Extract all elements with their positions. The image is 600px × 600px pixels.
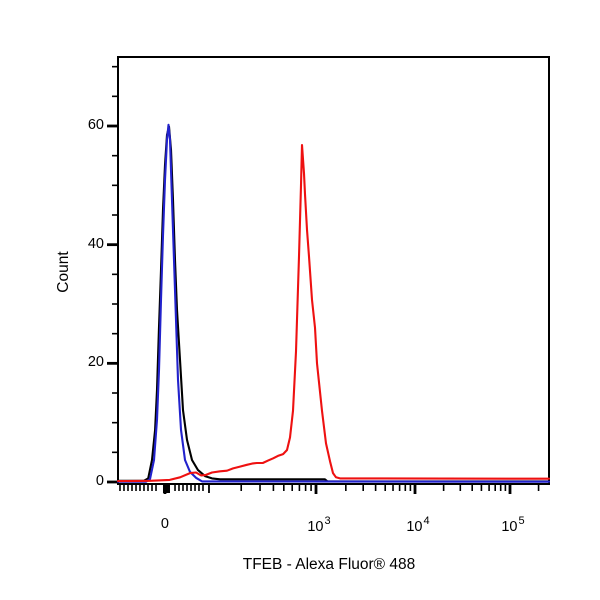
plot-frame [117, 56, 550, 485]
series-tfeb-stained [116, 143, 551, 483]
x-zero-tick-block [162, 485, 170, 493]
series-secondary-only-control [116, 125, 551, 483]
series-isotype-control [116, 123, 551, 483]
